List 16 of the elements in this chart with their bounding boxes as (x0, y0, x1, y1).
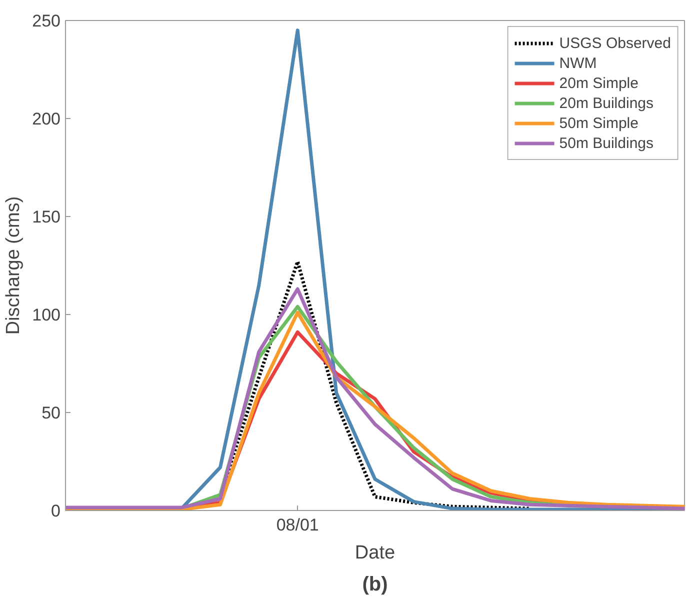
legend-label: 50m Buildings (559, 134, 654, 152)
y-tick-label: 200 (32, 110, 61, 128)
y-tick-label: 50 (42, 404, 61, 422)
y-tick-label: 150 (32, 208, 61, 226)
y-tick-label: 250 (32, 12, 61, 30)
legend-label: NWM (559, 54, 597, 72)
legend-label: 20m Buildings (559, 94, 654, 112)
x-tick-label: 08/01 (276, 516, 319, 534)
legend-label: 50m Simple (559, 114, 638, 132)
y-tick-label: 0 (51, 502, 61, 520)
y-tick-label: 100 (32, 306, 61, 324)
legend-label: 20m Simple (559, 74, 638, 92)
y-axis-title: Discharge (cms) (3, 196, 24, 335)
legend-label: USGS Observed (559, 34, 671, 52)
text: (b) (362, 574, 388, 596)
x-axis-title: Date (354, 542, 396, 564)
